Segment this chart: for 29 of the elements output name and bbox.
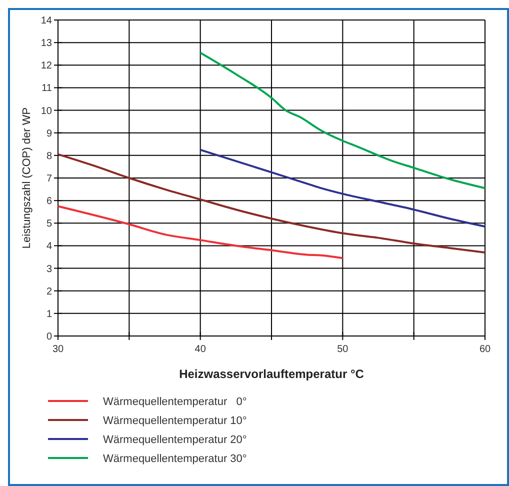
y-tick-label: 2 (46, 286, 52, 298)
y-tick-label: 3 (46, 264, 52, 275)
line-series (199, 52, 486, 190)
y-tick-label: 13 (40, 38, 52, 50)
y-tick-label: 7 (46, 174, 52, 184)
legend-label: Wärmequellentemperatur 10° (103, 414, 247, 427)
x-tick-label: 60 (479, 344, 491, 355)
y-tick-label: 8 (46, 150, 52, 162)
x-tick-label: 30 (52, 344, 64, 355)
y-tick-label: 11 (42, 83, 52, 94)
y-tick-label: 4 (46, 241, 52, 252)
legend-label: Wärmequellentemperatur 20° (103, 434, 247, 446)
y-tick-label: 5 (46, 218, 52, 230)
y-tick-label: 0 (46, 332, 52, 342)
line-series (199, 148, 486, 228)
y-tick-label: 6 (46, 196, 52, 208)
y-tick-label: 9 (46, 128, 52, 140)
y-tick-label: 10 (40, 106, 52, 117)
x-axis-title: Heizwasservorlauftemperatur °C (179, 367, 364, 381)
line-series (57, 153, 486, 254)
y-tick-label: 14 (40, 16, 52, 26)
y-axis-title: Leistungszahl (COP) der WP (21, 107, 33, 249)
line-series (57, 205, 344, 260)
x-tick-label: 50 (337, 344, 349, 355)
y-tick-label: 12 (40, 60, 52, 72)
x-tick-label: 40 (194, 344, 206, 355)
legend-label: Wärmequellentemperatur 0° (103, 396, 247, 408)
y-tick-label: 1 (46, 308, 52, 320)
legend-label: Wärmequellentemperatur 30° (103, 452, 247, 465)
